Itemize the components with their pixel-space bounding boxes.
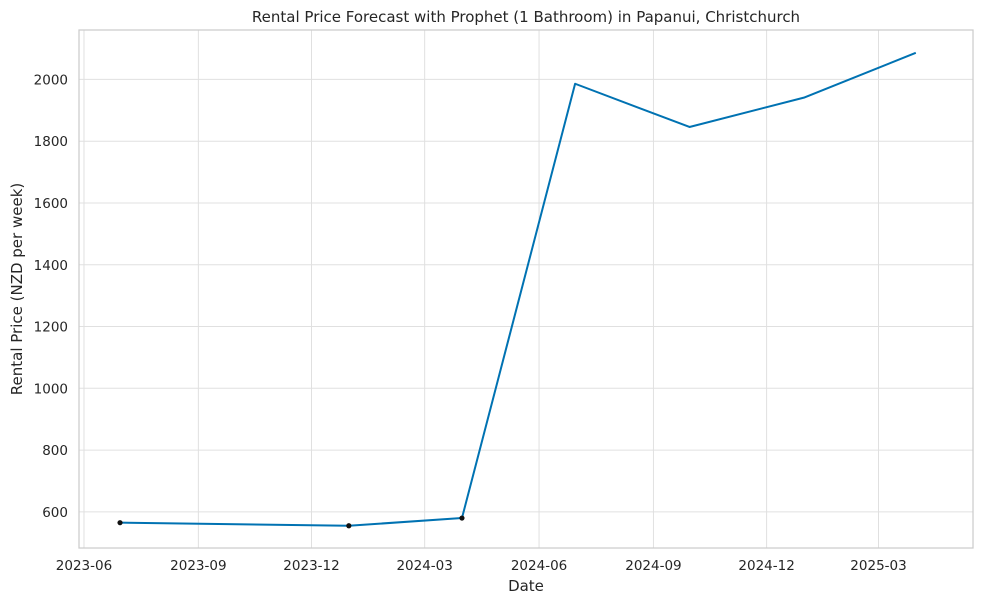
x-tick-label: 2023-06 (56, 558, 112, 574)
x-axis-label: Date (508, 577, 544, 595)
y-tick-label: 1600 (34, 196, 68, 212)
tick-labels: 2023-06 2023-09 2023-12 2024-03 2024-06 2024-… (34, 72, 907, 574)
chart-title: Rental Price Forecast with Prophet (1 Ba… (252, 8, 800, 26)
y-tick-label: 2000 (34, 72, 68, 88)
y-tick-label: 600 (42, 505, 68, 521)
y-tick-label: 1800 (34, 134, 68, 150)
x-tick-label: 2024-12 (738, 558, 794, 574)
y-tick-label: 800 (42, 443, 68, 459)
grid-lines (79, 30, 973, 548)
x-tick-label: 2024-09 (625, 558, 681, 574)
x-tick-label: 2025-03 (850, 558, 906, 574)
observed-point (459, 515, 465, 521)
y-tick-label: 1000 (34, 381, 68, 397)
x-tick-label: 2024-03 (396, 558, 452, 574)
observed-point (346, 523, 352, 529)
x-tick-label: 2023-12 (283, 558, 339, 574)
series-layer (117, 51, 917, 529)
x-tick-label: 2023-09 (170, 558, 226, 574)
y-tick-label: 1400 (34, 258, 68, 274)
plot-frame (78, 29, 974, 549)
y-tick-label: 1200 (34, 320, 68, 336)
x-tick-label: 2024-06 (511, 558, 567, 574)
observed-point (117, 520, 123, 526)
y-axis-label: Rental Price (NZD per week) (8, 183, 26, 395)
